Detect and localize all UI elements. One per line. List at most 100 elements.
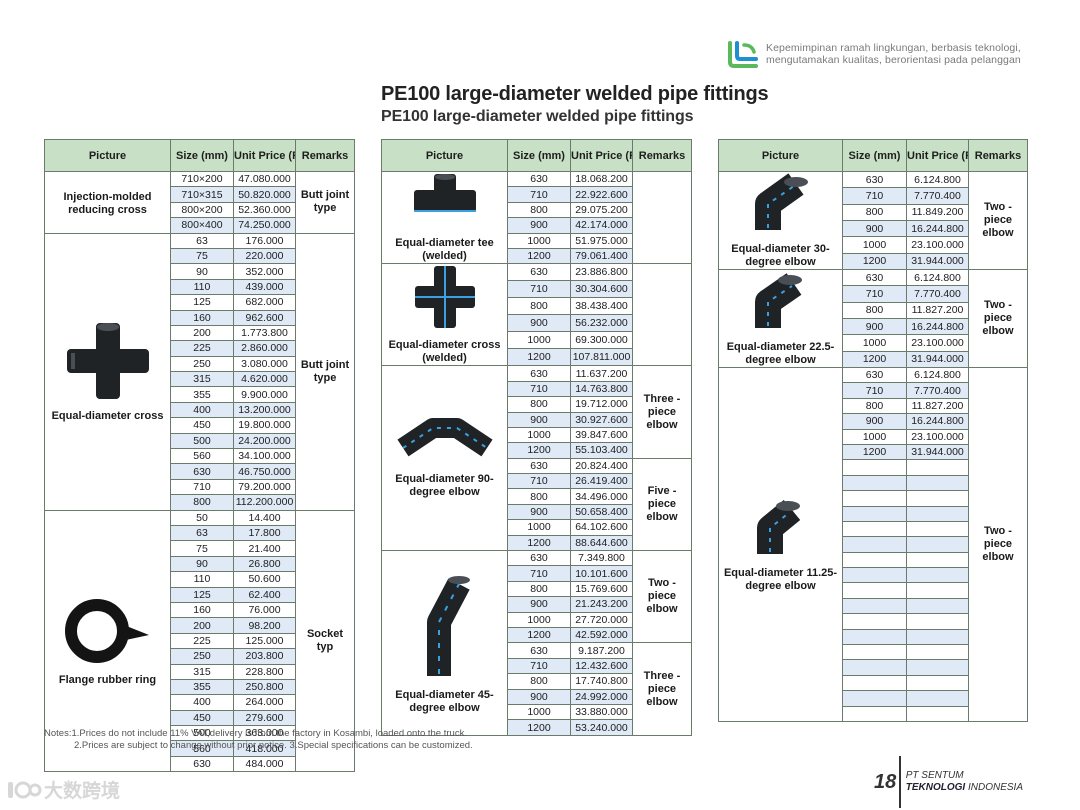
price-cell: 16.244.800 — [906, 317, 969, 336]
price-cell: 6.124.800 — [906, 170, 969, 189]
price-cell: 30.927.600 — [570, 411, 633, 428]
size-cell: 560 — [170, 448, 234, 465]
price-cell — [906, 690, 969, 707]
price-cell: 50.658.400 — [570, 503, 633, 521]
elbow-30-icon — [720, 173, 842, 240]
size-cell: 1200 — [842, 350, 907, 369]
size-cell: 710 — [507, 380, 571, 398]
price-cell: 9.187.200 — [570, 642, 633, 659]
size-cell — [842, 613, 907, 630]
brand-tagline: Kepemimpinan ramah lingkungan, berbasis … — [766, 42, 1021, 66]
table-row: 710 14.763.800 — [382, 380, 692, 398]
size-cell: 225 — [170, 340, 234, 357]
size-cell — [842, 567, 907, 584]
header-remarks: Remarks — [295, 139, 355, 172]
price-cell: 53.240.000 — [570, 719, 633, 736]
table-row — [719, 705, 1028, 722]
price-cell: 418.000 — [233, 740, 296, 757]
size-cell: 1000 — [507, 611, 571, 628]
table-row: 1000 23.100.000 — [719, 334, 1028, 352]
price-cell: 50.600 — [233, 571, 296, 588]
product-name: Flange rubber ring — [58, 673, 157, 686]
price-cell: 79.200.000 — [233, 478, 296, 496]
table-row — [719, 613, 1028, 630]
watermark-logo-icon — [8, 781, 42, 798]
table-row: 900 42.174.000 — [382, 217, 692, 234]
size-cell: 63 — [170, 524, 234, 542]
size-cell: 710 — [842, 285, 907, 303]
size-cell: 1200 — [507, 626, 571, 644]
table-row: 1000 23.100.000 — [719, 236, 1028, 254]
price-cell: 352.000 — [233, 263, 296, 280]
size-cell — [842, 674, 907, 692]
price-cell: 30.304.600 — [570, 280, 633, 299]
table-row: Equal-diameter 90-degree elbow 630 11.637.… — [381, 365, 692, 552]
header-price: Unit Price (Rp/pc) — [570, 139, 633, 172]
size-cell: 900 — [507, 411, 571, 428]
table-row: 250 3.080.000 — [45, 355, 355, 373]
size-cell: 630 — [507, 170, 571, 188]
company-name-line1: PT SENTUM — [905, 770, 964, 781]
size-cell: 500 — [170, 432, 234, 450]
price-cell: 55.103.400 — [570, 442, 633, 459]
table-row: 75 220.000 — [45, 247, 355, 265]
size-cell — [842, 582, 907, 599]
price-cell — [906, 582, 969, 599]
size-cell: 50 — [170, 509, 234, 526]
size-cell: 630 — [842, 170, 907, 189]
note-line-2: 2.Prices are subject to change without p… — [74, 740, 473, 751]
size-cell — [842, 659, 907, 676]
price-cell: 76.000 — [233, 601, 296, 619]
price-cell — [906, 613, 969, 630]
price-cell — [906, 597, 969, 615]
table-row: 225 2.860.000 — [45, 340, 355, 357]
table-row: 1200 31.944.000 — [719, 252, 1028, 271]
price-cell: 50.820.000 — [233, 186, 296, 203]
size-cell: 800 — [507, 673, 571, 690]
size-cell: 900 — [842, 317, 907, 336]
price-cell: 279.600 — [233, 709, 296, 727]
price-cell: 56.232.000 — [570, 314, 633, 333]
table-row: Equal-diameter 11.25-degree elbow 630 6.12… — [718, 366, 1028, 722]
brand-tagline-line1: Kepemimpinan ramah lingkungan, berbasis … — [766, 42, 1021, 54]
size-cell: 110 — [170, 571, 234, 588]
page-footer: 18 PT SENTUM TEKNOLOGI INDONESIA — [874, 756, 1023, 808]
remarks-cell: Two - piece elbow — [968, 367, 1028, 722]
table-row: 75 21.400 — [45, 540, 355, 557]
picture-cell: Flange rubber ring — [44, 509, 171, 773]
price-cell: 47.080.000 — [233, 170, 296, 188]
remarks-cell: Two - piece elbow — [632, 550, 692, 644]
table-row: 63 17.800 — [45, 524, 355, 542]
table-row: 1000 51.975.000 — [382, 232, 692, 249]
size-cell: 1000 — [507, 519, 571, 536]
price-cell — [906, 520, 969, 538]
price-cell: 11.849.200 — [906, 203, 969, 221]
elbow-45-icon — [383, 570, 507, 685]
price-cell: 439.000 — [233, 278, 296, 296]
size-cell: 800 — [507, 201, 571, 219]
size-cell: 630 — [170, 463, 234, 480]
price-cell: 14.400 — [233, 509, 296, 526]
price-cell: 62.400 — [233, 586, 296, 603]
size-cell: 630 — [842, 268, 907, 287]
price-cell: 7.349.800 — [570, 550, 633, 567]
company-name-rest: INDONESIA — [965, 782, 1023, 793]
picture-cell: Equal-diameter cross (welded) — [381, 263, 508, 367]
header-size: Size (mm) — [170, 139, 234, 172]
table-row: 1000 33.880.000 — [382, 703, 692, 721]
size-cell: 1000 — [842, 334, 907, 352]
size-cell: 710 — [842, 382, 907, 399]
price-cell: 15.769.600 — [570, 580, 633, 598]
price-cell: 2.860.000 — [233, 340, 296, 357]
table-row: 630 484.000 — [45, 755, 355, 773]
price-cell: 7.770.400 — [906, 382, 969, 399]
size-cell: 400 — [170, 401, 234, 419]
price-cell: 23.886.800 — [570, 263, 633, 282]
size-cell: 710 — [507, 565, 571, 582]
size-cell: 1000 — [507, 703, 571, 721]
elbow-90-icon — [383, 417, 507, 469]
